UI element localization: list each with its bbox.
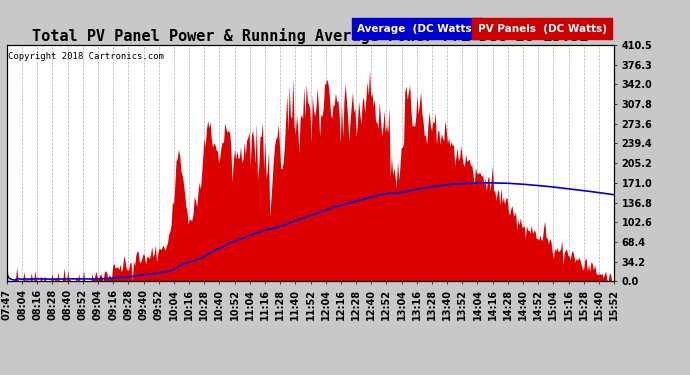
Text: Copyright 2018 Cartronics.com: Copyright 2018 Cartronics.com: [8, 52, 164, 61]
Legend: Average  (DC Watts), PV Panels  (DC Watts): Average (DC Watts), PV Panels (DC Watts): [355, 22, 609, 36]
Title: Total PV Panel Power & Running Average Power Fri Dec 28 15:52: Total PV Panel Power & Running Average P…: [32, 28, 589, 44]
